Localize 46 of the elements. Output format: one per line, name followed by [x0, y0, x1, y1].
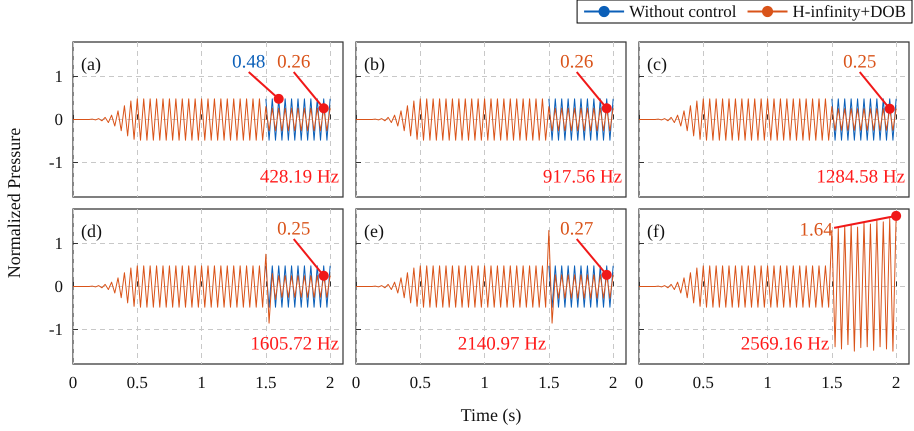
- x-tick-label: 1: [197, 373, 206, 392]
- x-tick-label: 0.5: [692, 373, 714, 392]
- x-tick-label: 0: [634, 373, 644, 392]
- line-series: [72, 98, 331, 141]
- legend-label: Without control: [629, 2, 737, 21]
- x-axis-title: Time (s): [460, 405, 522, 425]
- annotation: 1605.72 Hz: [250, 334, 339, 354]
- annotation: 0.26: [277, 52, 310, 72]
- x-tick-label: 1.5: [821, 373, 842, 392]
- annotation: 0.27: [560, 218, 594, 240]
- annotation: 2140.97 Hz: [458, 334, 546, 354]
- annotation: 0.25: [277, 218, 310, 240]
- x-tick-label: 0: [352, 373, 360, 392]
- x-tick-label: 0.5: [126, 373, 148, 392]
- annotation: 2569.16 Hz: [740, 334, 830, 354]
- annotation: (e): [364, 221, 384, 241]
- y-tick-label: 1: [54, 66, 63, 86]
- annotation: 0.48: [232, 52, 266, 72]
- x-tick-label: 1: [763, 373, 772, 392]
- x-tick-label: 2: [892, 373, 900, 392]
- y-axis-title: Normalized Pressure: [4, 128, 24, 278]
- x-tick-label: 0.5: [410, 373, 431, 392]
- annotation: 1.64: [800, 219, 834, 240]
- legend-label: H-infinity+DOB: [792, 2, 906, 21]
- annotation: (f): [647, 221, 665, 241]
- x-tick-label: 2: [326, 373, 334, 392]
- line-series: [72, 254, 331, 324]
- x-tick-label: 2: [608, 373, 618, 392]
- annotation: 428.19 Hz: [260, 166, 339, 188]
- annotation: (c): [647, 54, 667, 74]
- annotation: (d): [81, 221, 102, 241]
- y-tick-label: -1: [48, 320, 63, 340]
- annotation: 0.25: [843, 52, 876, 72]
- y-tick-label: 0: [54, 110, 63, 129]
- annotation: 0.26: [560, 52, 594, 72]
- annotation: (b): [364, 54, 385, 74]
- x-tick-label: 1.5: [255, 373, 276, 392]
- x-tick-label: 1: [480, 373, 489, 392]
- annotation: 917.56 Hz: [542, 166, 622, 188]
- annotation: (a): [81, 54, 101, 74]
- x-tick-label: 0: [68, 373, 78, 392]
- y-tick-label: 0: [54, 277, 63, 296]
- y-tick-label: -1: [48, 153, 63, 172]
- annotation: 1284.58 Hz: [816, 166, 905, 188]
- y-tick-label: 1: [54, 234, 63, 253]
- x-tick-label: 1.5: [538, 373, 560, 392]
